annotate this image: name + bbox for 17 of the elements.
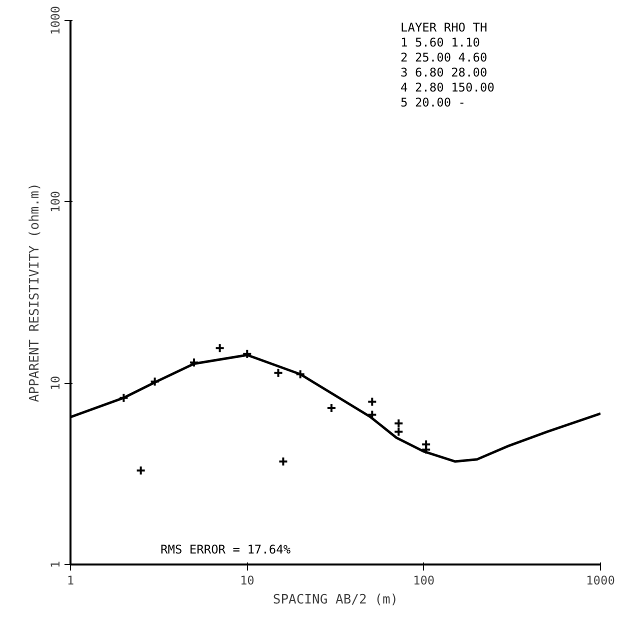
x-tick-label: 1 [66,574,74,588]
x-tick-label: 10 [240,574,254,588]
annotation: 4 2.80 150.00 [400,80,494,94]
y-tick-label: 10 [48,376,62,390]
y-tick-label: 1 [48,560,62,568]
x-tick-label: 1000 [586,574,615,588]
y-tick-label: 100 [48,190,62,213]
annotation: 3 6.80 28.00 [400,66,488,80]
y-axis-title: APPARENT RESISTIVITY (ohm.m) [28,182,42,402]
annotation: LAYER RHO TH [400,20,488,34]
annotation: RMS ERROR = 17.64% [160,542,292,556]
x-axis-title: SPACING AB/2 (m) [272,592,398,608]
y-tick-label: 1000 [48,6,62,35]
annotation: 2 25.00 4.60 [400,50,488,64]
x-tick-label: 100 [412,574,435,588]
annotation: 5 20.00 - [400,96,466,110]
annotation: 1 5.60 1.10 [400,36,480,50]
